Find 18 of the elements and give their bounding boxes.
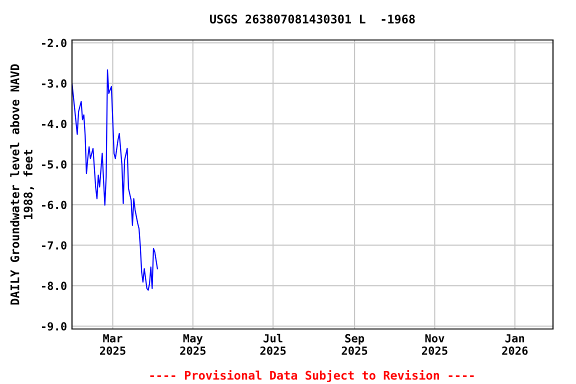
line-series: [72, 69, 158, 291]
text: ---- Provisional Data Subject to Revision ----: [150, 370, 474, 382]
x-tick-label: Mar 2025: [100, 334, 126, 355]
x-tick-label: Nov 2025: [422, 334, 448, 355]
y-tick-label: -8.0: [42, 282, 66, 290]
x-tick-label: Jan 2026: [502, 334, 528, 355]
x-tick-label: Sep 2025: [342, 334, 368, 355]
y-axis-title: DAILY Groundwater level above NAVD 1988, feet: [10, 64, 34, 305]
x-tick-label: May 2025: [180, 334, 206, 355]
y-tick-label: -7.0: [42, 241, 66, 250]
y-tick-label: -6.0: [42, 200, 66, 210]
y-tick-label: -2.0: [42, 38, 66, 48]
y-tick-label: -5.0: [42, 160, 66, 169]
chart-title: USGS 263807081430301 L -1968: [210, 14, 415, 24]
x-tick-label: Jul 2025: [260, 334, 286, 355]
y-tick-label: -9.0: [42, 322, 66, 331]
y-tick-label: -3.0: [42, 79, 66, 88]
y-tick-label: -4.0: [42, 120, 66, 128]
